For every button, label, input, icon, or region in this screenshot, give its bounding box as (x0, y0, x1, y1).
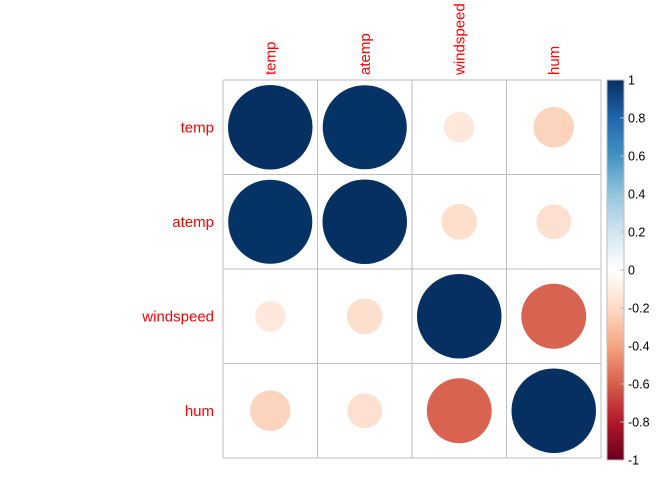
correlation-circle-temp-hum (533, 106, 575, 148)
row-label-windspeed: windspeed (141, 308, 214, 325)
correlation-circle-atemp-atemp (322, 179, 407, 264)
correlation-circle-hum-windspeed (426, 378, 492, 444)
correlation-circle-temp-atemp (322, 85, 407, 170)
correlation-circle-windspeed-hum (521, 283, 587, 349)
correlation-circle-hum-temp (249, 390, 291, 432)
correlation-circle-atemp-windspeed (441, 203, 478, 240)
colorbar-tick-label: 0.6 (628, 150, 645, 164)
correlation-circle-windspeed-temp (255, 301, 286, 332)
colorbar-tick-label: 1 (628, 74, 635, 88)
colorbar-tick-label: 0.8 (628, 112, 645, 126)
column-label-hum: hum (546, 46, 563, 75)
colorbar-tick-label: 0.4 (628, 188, 645, 202)
colorbar-tick-label: -0.2 (628, 302, 650, 316)
correlation-circle-windspeed-atemp (346, 298, 383, 335)
correlation-circle-windspeed-windspeed (417, 274, 502, 359)
colorbar-tick-label: -0.8 (628, 416, 650, 430)
correlation-circle-atemp-temp (228, 179, 313, 264)
column-label-atemp: atemp (357, 33, 374, 75)
correlation-circle-atemp-hum (536, 204, 572, 240)
correlation-circle-temp-temp (228, 85, 313, 170)
colorbar-tick-label: -0.4 (628, 340, 650, 354)
colorbar-tick-label: -0.6 (628, 378, 650, 392)
column-label-temp: temp (262, 42, 279, 75)
correlation-circle-hum-hum (511, 368, 596, 453)
colorbar-tick-label: -1 (628, 454, 639, 468)
row-label-atemp: atemp (172, 214, 214, 231)
column-label-windspeed: windspeed (451, 3, 468, 76)
colorbar-tick-label: 0.2 (628, 226, 645, 240)
colorbar-tick-label: 0 (628, 264, 635, 278)
row-label-temp: temp (181, 119, 214, 136)
correlation-circle-temp-windspeed (444, 112, 475, 143)
row-label-hum: hum (185, 403, 214, 420)
correlation-circle-hum-atemp (347, 393, 383, 429)
